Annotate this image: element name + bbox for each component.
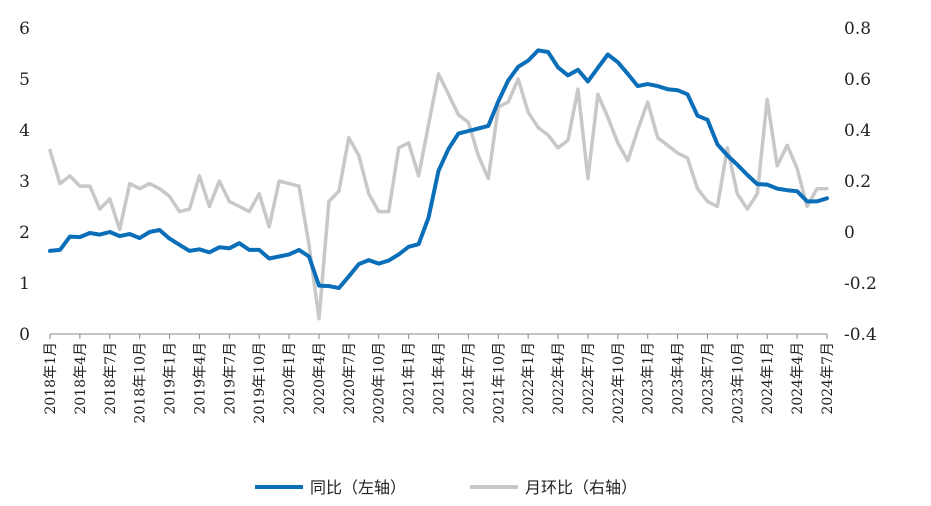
x-tick-label: 2021年7月 bbox=[461, 342, 477, 415]
x-tick-label: 2021年10月 bbox=[491, 342, 507, 423]
x-tick-label: 2024年1月 bbox=[760, 342, 776, 415]
series-right bbox=[48, 72, 829, 321]
x-tick-label: 2020年4月 bbox=[312, 342, 328, 415]
x-tick-label: 2023年7月 bbox=[700, 342, 716, 415]
x-tick-label: 2019年1月 bbox=[163, 342, 179, 415]
y-right-tick-label: 0.2 bbox=[844, 172, 871, 192]
x-tick-label: 2024年7月 bbox=[820, 342, 836, 415]
x-tick-label: 2022年1月 bbox=[521, 342, 537, 415]
x-tick-label: 2020年1月 bbox=[282, 342, 298, 415]
legend-label-yoy: 同比（左轴） bbox=[310, 478, 406, 497]
x-tick-label: 2019年7月 bbox=[222, 342, 238, 415]
x-tick-label: 2020年7月 bbox=[342, 342, 358, 415]
y-right-tick-label: 0.8 bbox=[844, 19, 871, 39]
y-right-tick-label: -0.4 bbox=[844, 325, 877, 345]
y-right-tick-label: 0.6 bbox=[844, 70, 871, 90]
y-left-tick-label: 6 bbox=[19, 19, 30, 39]
legend: 同比（左轴） 月环比（右轴） bbox=[255, 478, 637, 497]
x-tick-label: 2020年10月 bbox=[372, 342, 388, 423]
axes: 0 1 2 3 4 5 6 -0.4 -0.2 0 0.2 0.4 0.6 0.8 2018年1月 2018年… bbox=[19, 19, 877, 423]
y-left-tick-label: 2 bbox=[19, 223, 30, 243]
x-tick-label: 2022年10月 bbox=[611, 342, 627, 423]
x-tick-label: 2019年10月 bbox=[252, 342, 268, 423]
y-right-tick-label: 0 bbox=[844, 223, 855, 243]
x-tick-label: 2023年1月 bbox=[641, 342, 657, 415]
series-left bbox=[48, 48, 829, 291]
x-tick-label: 2022年4月 bbox=[551, 342, 567, 415]
x-tick-label: 2019年4月 bbox=[192, 342, 208, 415]
y-right-tick-label: -0.2 bbox=[844, 274, 877, 294]
x-tick-label: 2023年4月 bbox=[671, 342, 687, 415]
x-tick-label: 2021年4月 bbox=[432, 342, 448, 415]
x-tick-label: 2022年7月 bbox=[581, 342, 597, 415]
x-tick-label: 2018年10月 bbox=[133, 342, 149, 423]
x-tick-label: 2018年4月 bbox=[73, 342, 89, 415]
x-tick-label: 2024年4月 bbox=[790, 342, 806, 415]
x-tick-label: 2018年1月 bbox=[43, 342, 59, 415]
y-left-tick-label: 1 bbox=[19, 274, 30, 294]
legend-label-mom: 月环比（右轴） bbox=[525, 478, 637, 497]
y-left-tick-label: 5 bbox=[19, 70, 30, 90]
x-tick-label: 2023年10月 bbox=[730, 342, 746, 423]
y-left-tick-label: 3 bbox=[19, 172, 30, 192]
x-tick-label: 2021年1月 bbox=[402, 342, 418, 415]
y-right-tick-label: 0.4 bbox=[844, 121, 871, 141]
series-line-mom bbox=[48, 72, 829, 321]
series-line-yoy bbox=[48, 48, 829, 291]
x-tick-label: 2018年7月 bbox=[103, 342, 119, 415]
y-left-tick-label: 4 bbox=[19, 121, 30, 141]
y-left-tick-label: 0 bbox=[19, 325, 30, 345]
